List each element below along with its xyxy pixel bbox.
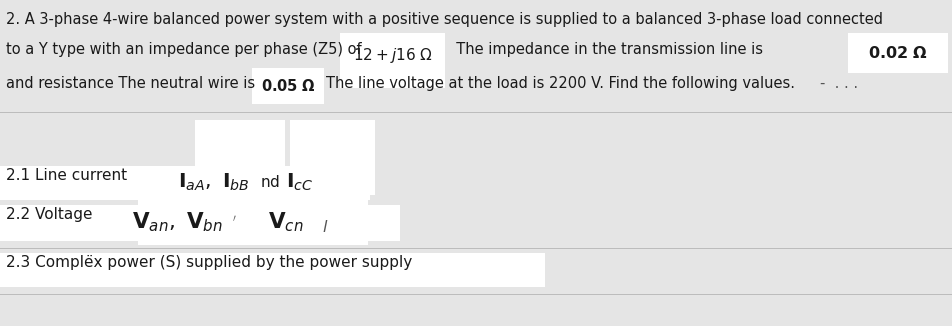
Text: $\mathrm{nd}$: $\mathrm{nd}$ xyxy=(260,174,280,190)
FancyBboxPatch shape xyxy=(138,190,368,245)
FancyBboxPatch shape xyxy=(340,33,445,88)
Text: $\mathbf{V}_{bn}$: $\mathbf{V}_{bn}$ xyxy=(186,210,223,234)
Text: $\mathbf{V}_{cn}$: $\mathbf{V}_{cn}$ xyxy=(268,210,304,234)
Text: and resistance The neutral wire is: and resistance The neutral wire is xyxy=(6,76,255,91)
Text: 2.3 Complëx power (S) supplied by the power supply: 2.3 Complëx power (S) supplied by the p… xyxy=(6,255,412,270)
Text: -  . . .: - . . . xyxy=(820,76,858,91)
Text: 2.1 Line current: 2.1 Line current xyxy=(6,168,128,183)
FancyBboxPatch shape xyxy=(252,68,324,104)
Text: $\mathbf{0.02}\ \mathbf{\Omega}$: $\mathbf{0.02}\ \mathbf{\Omega}$ xyxy=(868,45,928,61)
Text: $\mathbf{V}_{an},$: $\mathbf{V}_{an},$ xyxy=(132,210,175,234)
Text: 2. A 3-phase 4-wire balanced power system with a positive sequence is supplied t: 2. A 3-phase 4-wire balanced power syste… xyxy=(6,12,883,27)
FancyBboxPatch shape xyxy=(290,120,375,195)
FancyBboxPatch shape xyxy=(0,166,370,200)
Text: $\mathbf{I}_{cC}$: $\mathbf{I}_{cC}$ xyxy=(286,171,313,193)
FancyBboxPatch shape xyxy=(0,205,400,241)
Text: $'$: $'$ xyxy=(232,215,237,230)
Text: to a Y type with an impedance per phase (Z5) of: to a Y type with an impedance per phase … xyxy=(6,42,362,57)
Text: $\mathbf{I}_{bB}$: $\mathbf{I}_{bB}$ xyxy=(222,171,249,193)
Text: $\mathit{l}$: $\mathit{l}$ xyxy=(322,219,328,235)
Text: $\mathbf{0.05}\ \mathbf{\Omega}$: $\mathbf{0.05}\ \mathbf{\Omega}$ xyxy=(261,78,315,94)
Text: The line voltage at the load is 2200 V. Find the following values.: The line voltage at the load is 2200 V. … xyxy=(326,76,795,91)
FancyBboxPatch shape xyxy=(848,33,948,73)
Text: $12 + j16\ \Omega$: $12 + j16\ \Omega$ xyxy=(352,46,432,65)
FancyBboxPatch shape xyxy=(195,120,285,182)
Text: 2.2 Voltage: 2.2 Voltage xyxy=(6,207,92,222)
Text: The impedance in the transmission line is: The impedance in the transmission line i… xyxy=(447,42,763,57)
Text: $\mathbf{I}_{aA},$: $\mathbf{I}_{aA},$ xyxy=(178,171,211,193)
FancyBboxPatch shape xyxy=(0,253,545,287)
